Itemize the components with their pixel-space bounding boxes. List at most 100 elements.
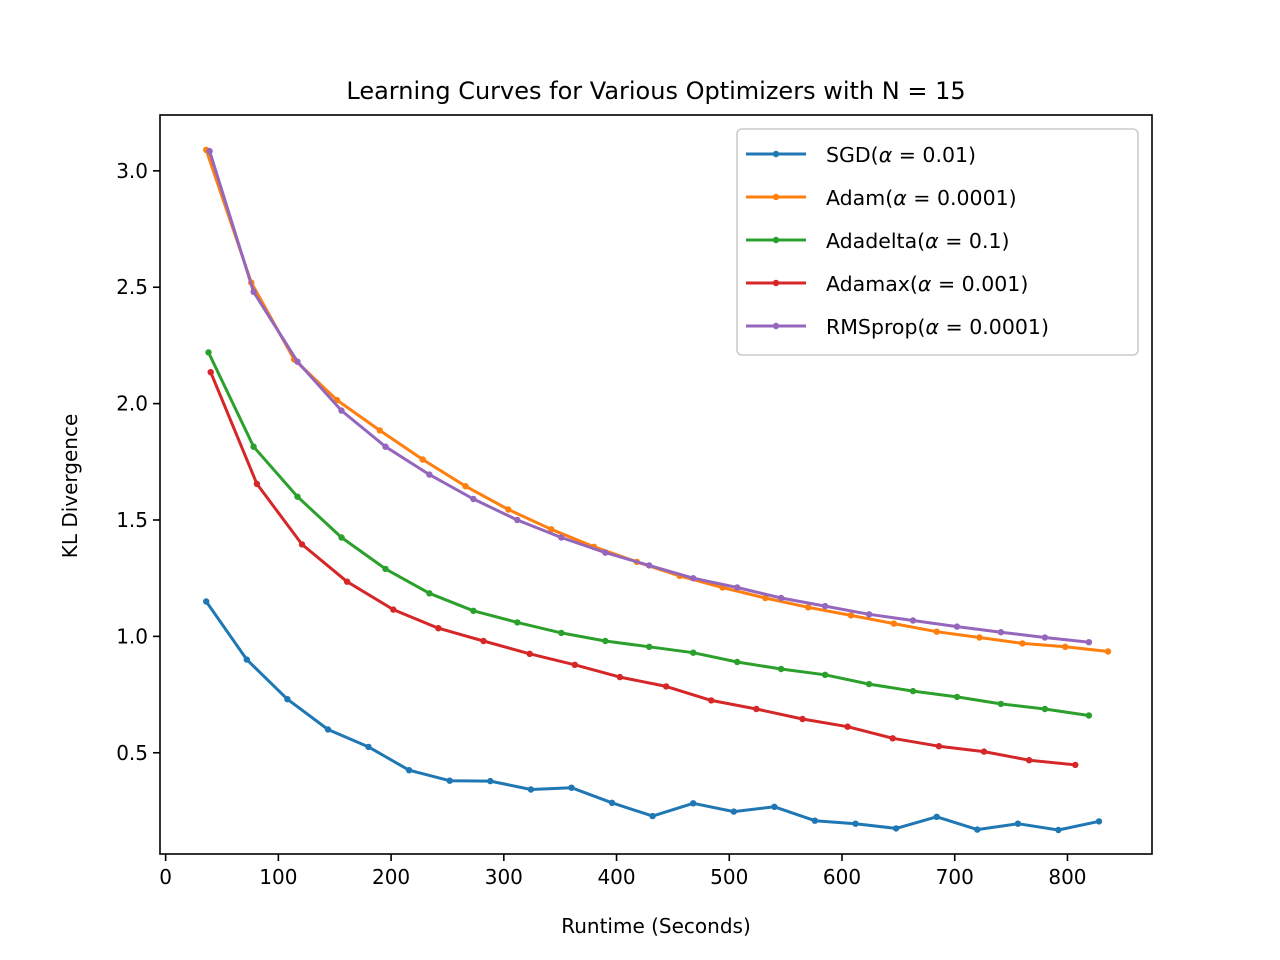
legend-entry: Adadelta(α = 0.1) [746, 229, 1010, 253]
data-point [1095, 818, 1103, 825]
legend-label: RMSprop(α = 0.0001) [826, 315, 1049, 339]
data-point [690, 800, 697, 807]
data-point [771, 803, 778, 810]
data-point [608, 799, 616, 806]
data-point [933, 813, 940, 820]
x-tick-label: 500 [710, 865, 748, 889]
data-point [811, 817, 819, 824]
data-point [250, 443, 257, 450]
data-point [1062, 643, 1069, 650]
x-tick-label: 0 [159, 865, 172, 889]
data-point [343, 578, 351, 585]
data-point [571, 661, 578, 668]
data-point [933, 628, 940, 635]
legend-entry: RMSprop(α = 0.0001) [746, 315, 1049, 339]
y-tick-label: 2.0 [116, 392, 148, 416]
series-2 [205, 349, 1093, 719]
data-point [206, 147, 213, 155]
data-point [558, 629, 565, 637]
data-point [777, 665, 785, 673]
data-point [514, 516, 521, 524]
data-point [909, 687, 917, 695]
legend-entry: Adam(α = 0.0001) [746, 186, 1017, 210]
legend-label: SGD(α = 0.01) [826, 143, 976, 167]
data-point [568, 784, 575, 791]
data-point [616, 673, 624, 681]
data-point [205, 349, 212, 356]
plot-area: 0 100 200 300 400 500 600 700 800 0.5 1.0 1.5 2.0 2.5… [116, 114, 1153, 889]
data-point [690, 649, 697, 656]
legend: SGD(α = 0.01) Adam(α = 0.0001) Adadelta(α … [736, 128, 1139, 356]
data-point [1104, 648, 1112, 655]
axes-frame [159, 114, 1153, 855]
series-4 [206, 147, 1093, 646]
data-point [253, 480, 261, 488]
data-point [426, 590, 433, 597]
series-3 [207, 369, 1079, 769]
data-point [1055, 826, 1062, 834]
data-point [889, 735, 896, 742]
data-point [821, 671, 829, 678]
data-point [734, 584, 741, 591]
data-point [1014, 820, 1022, 827]
data-point [953, 693, 961, 701]
x-axis: 0 100 200 300 400 500 600 700 800 [159, 854, 1087, 889]
legend-marker [772, 279, 780, 287]
y-tick-label: 1.5 [116, 508, 148, 532]
legend-label: Adamax(α = 0.001) [826, 272, 1028, 296]
data-point [294, 493, 301, 500]
data-point [526, 650, 533, 657]
data-point [847, 612, 855, 619]
data-point [426, 471, 433, 478]
y-tick-label: 2.5 [116, 275, 148, 299]
data-point [821, 602, 829, 610]
x-tick-label: 700 [936, 865, 974, 889]
data-point [1085, 712, 1093, 719]
data-point [852, 820, 859, 827]
data-point [470, 495, 477, 503]
data-point [382, 565, 389, 573]
chart-title: Learning Curves for Various Optimizers w… [346, 77, 965, 105]
y-axis-label: KL Divergence [58, 414, 82, 559]
data-point [805, 604, 812, 611]
data-point [690, 575, 697, 582]
data-point [753, 705, 760, 713]
legend-label: Adam(α = 0.0001) [826, 186, 1017, 210]
data-point [558, 534, 565, 541]
x-tick-label: 800 [1048, 865, 1086, 889]
data-point [324, 726, 332, 733]
data-point [909, 617, 917, 624]
data-point [1019, 640, 1026, 647]
data-point [777, 594, 785, 602]
data-point [527, 786, 535, 793]
series-line [208, 370, 1077, 767]
data-point [514, 619, 521, 626]
data-point [662, 683, 670, 690]
legend-marker [772, 193, 780, 201]
y-tick-label: 1.0 [116, 624, 148, 648]
x-tick-label: 100 [259, 865, 297, 889]
legend-entry: Adamax(α = 0.001) [746, 272, 1028, 296]
data-point [419, 456, 426, 463]
data-point [203, 598, 210, 605]
data-point [446, 777, 453, 784]
y-tick-label: 3.0 [116, 159, 148, 183]
data-point [997, 629, 1005, 636]
data-point [708, 697, 715, 704]
data-point [976, 634, 983, 641]
data-point [1072, 761, 1079, 769]
x-tick-label: 200 [372, 865, 410, 889]
data-point [649, 812, 656, 820]
x-tick-label: 300 [485, 865, 523, 889]
x-tick-label: 400 [597, 865, 635, 889]
data-point [646, 562, 653, 569]
data-point [480, 637, 487, 645]
data-point [762, 594, 769, 602]
data-point [602, 637, 609, 645]
data-point [892, 825, 900, 832]
data-point [1025, 757, 1033, 764]
data-point [298, 541, 306, 548]
data-point [390, 606, 397, 613]
